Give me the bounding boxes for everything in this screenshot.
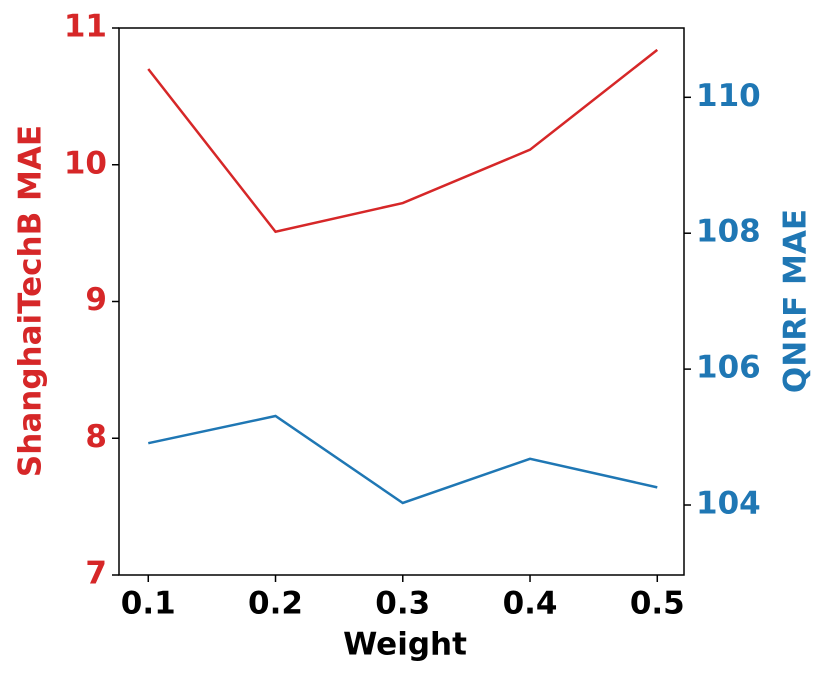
line [148, 414, 658, 505]
y-tick-label: 8 [85, 419, 107, 455]
y-tick-label: 11 [64, 9, 107, 45]
x-tick-label: 0.3 [375, 586, 430, 622]
y-axis-label: ShanghaiTechB MAE [13, 125, 49, 477]
x-tick-label: 0.2 [248, 586, 303, 622]
x-axis-label: Weight [343, 627, 467, 663]
plot-frame [118, 27, 685, 576]
y2-tick-label: 110 [696, 78, 761, 114]
y2-tick-label: 106 [696, 350, 761, 386]
y-tick-label: 7 [85, 556, 107, 592]
line [147, 48, 659, 234]
x-tick-label: 0.1 [121, 586, 176, 622]
y2-tick-label: 108 [696, 214, 761, 250]
y2-tick-label: 104 [696, 486, 761, 522]
x-tick-label: 0.4 [503, 586, 558, 622]
y2-axis-label: QNRF MAE [778, 209, 814, 393]
y-tick-label: 10 [64, 145, 107, 181]
y-tick-label: 9 [85, 282, 107, 318]
x-tick-label: 0.5 [630, 586, 685, 622]
